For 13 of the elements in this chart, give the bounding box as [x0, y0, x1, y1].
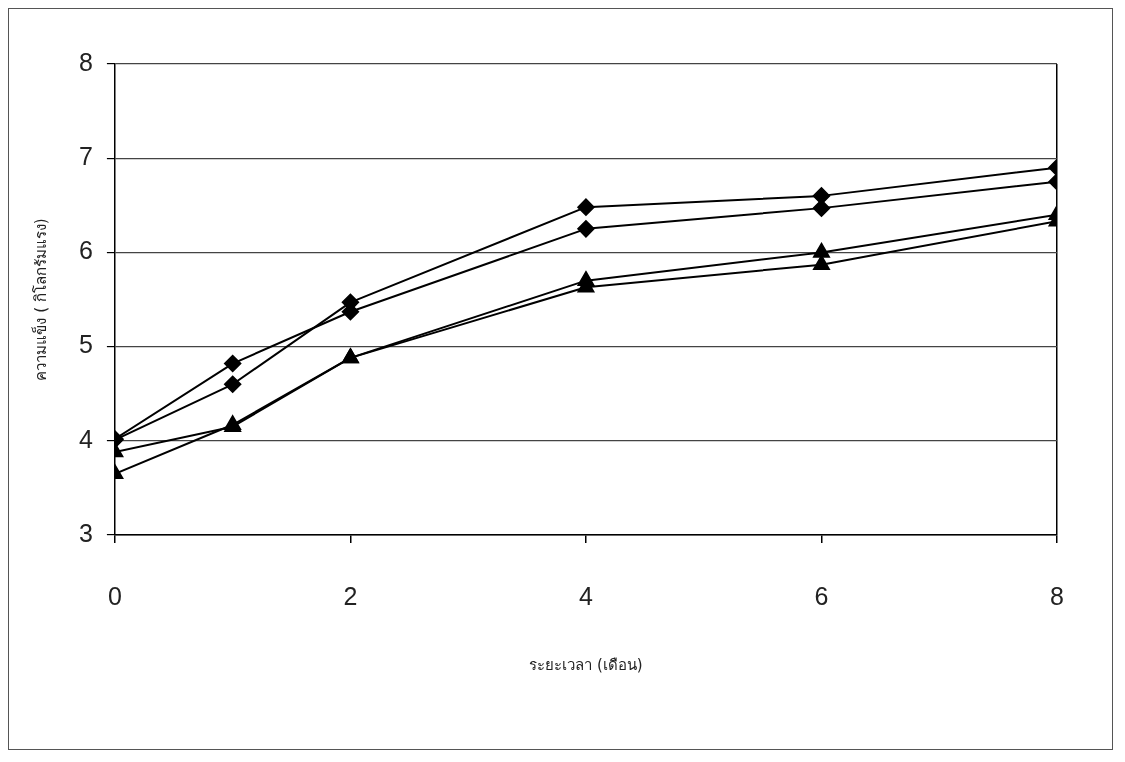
x-tick-label: 0	[107, 581, 122, 610]
x-tick-label: 2	[343, 581, 358, 610]
x-tick-label: 4	[579, 581, 593, 610]
y-tick-label: 6	[79, 236, 93, 265]
y-tick-label: 7	[79, 142, 93, 171]
y-tick-label: 4	[79, 424, 93, 453]
x-tick-label: 8	[1050, 581, 1064, 610]
x-axis-title: ระยะเวลา (เดือน)	[529, 655, 643, 674]
y-axis-title: ความแข็ง ( กิโลกรัมแรง)	[30, 218, 50, 381]
y-tick-label: 8	[79, 47, 93, 76]
x-tick-label: 6	[814, 581, 829, 610]
y-tick-label: 3	[79, 518, 93, 547]
y-tick-label: 5	[79, 330, 93, 359]
